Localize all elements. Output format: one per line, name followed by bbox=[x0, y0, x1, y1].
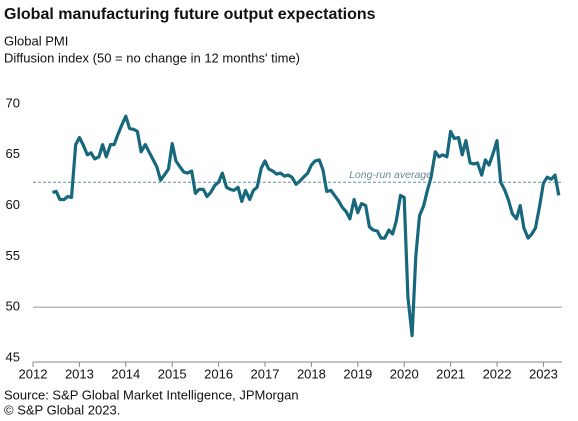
y-tick-label: 65 bbox=[6, 146, 20, 161]
x-tick-label: 2023 bbox=[529, 366, 558, 381]
subtitle: Diffusion index (50 = no change in 12 mo… bbox=[4, 50, 300, 65]
x-tick-label: 2020 bbox=[390, 366, 419, 381]
subtitle: Global PMI bbox=[4, 33, 68, 48]
data-line bbox=[52, 114, 561, 338]
x-tick-label: 2013 bbox=[65, 366, 94, 381]
x-tick-label: 2014 bbox=[111, 366, 140, 381]
x-tick-label: 2018 bbox=[297, 366, 326, 381]
x-tick-label: 2019 bbox=[343, 366, 372, 381]
y-tick-label: 50 bbox=[6, 299, 20, 314]
source: © S&P Global 2023. bbox=[4, 402, 120, 417]
x-tick-label: 2016 bbox=[204, 366, 233, 381]
x-tick-label: 2012 bbox=[19, 366, 48, 381]
chart-title: Global manufacturing future output expec… bbox=[4, 6, 376, 23]
average-label: Long-run average bbox=[349, 169, 432, 181]
y-tick-label: 60 bbox=[6, 197, 20, 212]
y-tick-label: 45 bbox=[6, 349, 20, 364]
source: Source: S&P Global Market Intelligence, … bbox=[4, 387, 299, 402]
x-tick-label: 2017 bbox=[251, 366, 280, 381]
x-tick-label: 2022 bbox=[483, 366, 512, 381]
x-tick-label: 2021 bbox=[436, 366, 465, 381]
y-tick-label: 70 bbox=[6, 95, 20, 110]
x-tick-label: 2015 bbox=[158, 366, 187, 381]
y-tick-label: 55 bbox=[6, 248, 20, 263]
